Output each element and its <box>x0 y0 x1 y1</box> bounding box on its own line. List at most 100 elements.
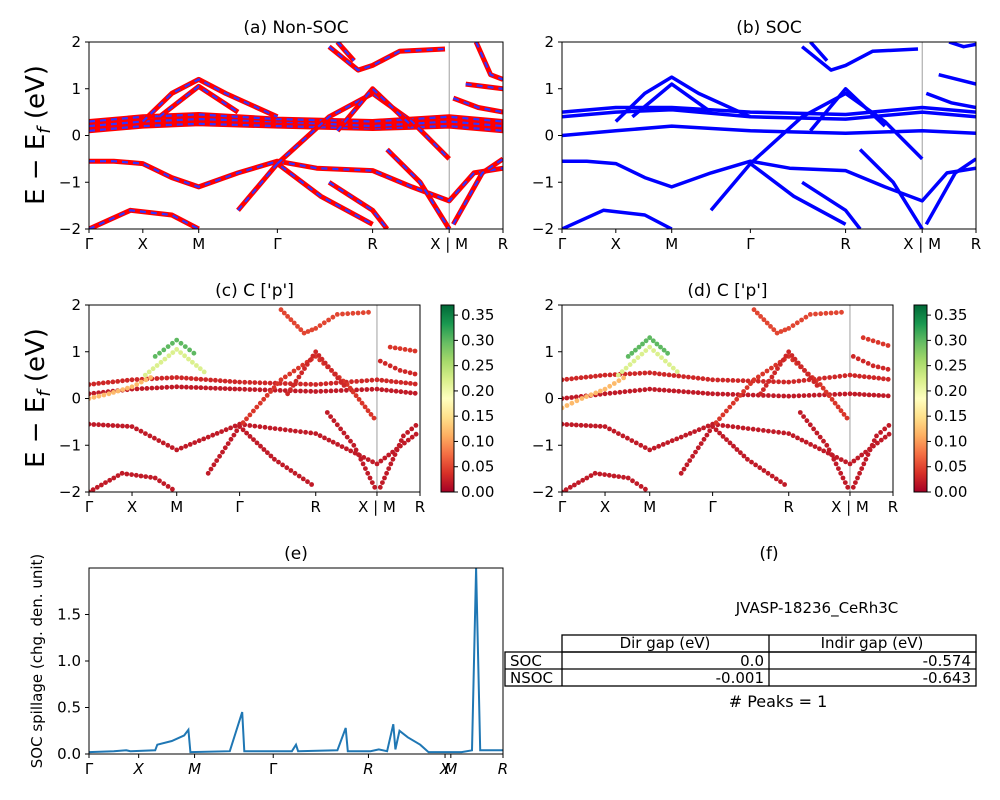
band-point <box>847 372 853 378</box>
band-point <box>211 462 217 468</box>
x-tick-label: X | M <box>903 235 941 253</box>
band-point <box>765 470 771 476</box>
band-point <box>134 386 140 392</box>
band-point <box>741 389 746 394</box>
y-tick-label: 0 <box>544 390 554 408</box>
band-point <box>855 356 861 362</box>
band-point <box>374 461 380 467</box>
colorbar-tick-label: 0.35 <box>934 306 967 324</box>
band-point <box>763 383 769 388</box>
band-point <box>149 385 155 391</box>
x-tick-label: Γ <box>558 498 567 516</box>
band-point <box>138 428 144 434</box>
band-point <box>308 381 314 387</box>
band-point <box>588 423 594 429</box>
table-row-label: SOC <box>510 652 542 670</box>
band-point <box>408 381 413 386</box>
band-point <box>643 486 648 492</box>
band-point <box>857 391 862 397</box>
band-point <box>368 412 374 417</box>
band-point <box>203 385 209 391</box>
band-point <box>353 447 359 453</box>
colorbar-tick-label: 0.25 <box>934 357 967 375</box>
band-point <box>758 314 763 319</box>
band-point <box>194 363 199 368</box>
band-point <box>271 385 277 390</box>
band-point <box>258 443 263 449</box>
band-point <box>871 392 877 398</box>
band-point <box>798 364 804 370</box>
band-point <box>567 484 573 490</box>
colorbar-tick-label: 0.25 <box>461 357 494 375</box>
band-point <box>885 393 891 399</box>
band-point <box>330 439 336 445</box>
band-point <box>247 434 253 439</box>
band-point <box>875 364 881 370</box>
band-point <box>192 440 198 445</box>
band-point <box>134 377 140 382</box>
band-point <box>647 386 653 392</box>
band-point <box>369 480 375 485</box>
band-point <box>766 378 772 384</box>
band-point <box>796 378 802 384</box>
band-point <box>316 353 322 358</box>
band-point <box>824 442 830 448</box>
band-point <box>832 400 838 406</box>
band-point <box>774 330 780 336</box>
band-point <box>397 346 403 351</box>
band-point <box>262 380 268 386</box>
band-point <box>584 394 589 399</box>
band-point <box>90 487 96 492</box>
colorbar-gradient <box>913 304 928 493</box>
band-point <box>120 423 125 429</box>
band-point <box>588 473 594 478</box>
band-point <box>826 393 832 399</box>
band-point <box>637 370 643 376</box>
band-point <box>674 436 680 442</box>
band-point <box>319 356 325 362</box>
band-point <box>179 375 185 381</box>
band-point <box>272 456 277 462</box>
band-point <box>713 420 719 426</box>
band-point <box>401 433 406 439</box>
band-point <box>781 430 787 436</box>
band-point <box>656 443 662 449</box>
band-point <box>139 386 145 391</box>
band-point <box>640 341 645 347</box>
band-point <box>870 338 876 344</box>
band-point <box>867 447 873 453</box>
band-point <box>344 434 350 440</box>
band-point <box>727 440 733 446</box>
band-point <box>129 472 135 477</box>
band-point <box>761 428 766 433</box>
band-point <box>562 377 565 383</box>
band-point <box>801 414 806 419</box>
band-point <box>878 430 883 435</box>
band-point <box>717 416 722 422</box>
band-point <box>686 374 691 380</box>
band-point <box>744 385 750 390</box>
band-point <box>281 310 287 316</box>
band-point <box>750 426 756 432</box>
band-point <box>148 474 153 480</box>
band-point <box>766 428 771 434</box>
band-point <box>630 478 635 484</box>
x-tick-label: Γ <box>273 235 282 253</box>
band-point <box>563 487 569 492</box>
band-point <box>761 468 767 473</box>
band-point <box>150 366 156 372</box>
y-tick-label: 1.5 <box>57 606 81 624</box>
band-point <box>782 327 788 333</box>
band-point <box>576 480 581 485</box>
x-tick-label: M <box>444 760 457 778</box>
band-point <box>372 484 378 490</box>
band-point <box>564 403 570 408</box>
band-point <box>730 424 736 430</box>
band-point <box>257 380 263 386</box>
band-point <box>356 452 361 457</box>
band-point <box>583 423 589 428</box>
band-point <box>387 344 393 350</box>
band-point <box>359 400 365 406</box>
band-point <box>188 376 194 381</box>
band-point <box>353 393 359 399</box>
